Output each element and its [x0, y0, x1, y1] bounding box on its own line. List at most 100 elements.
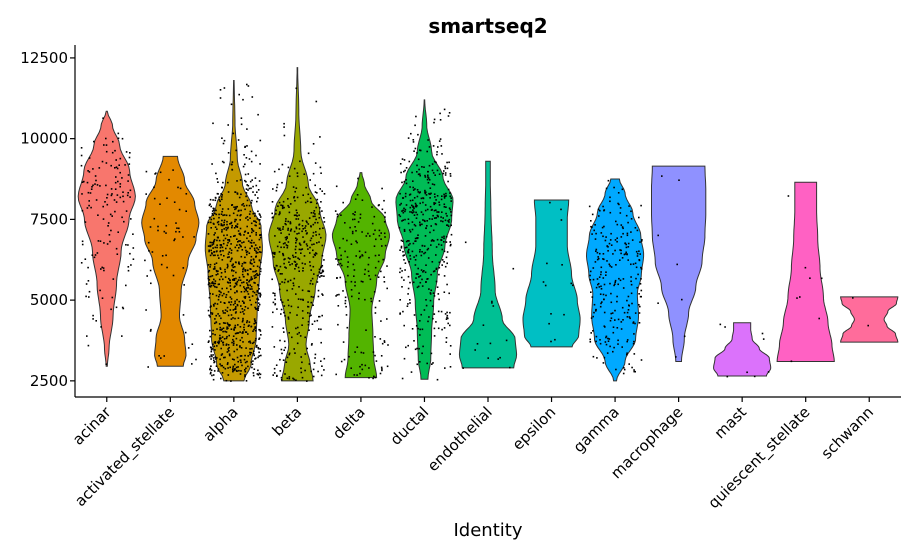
data-point-alpha	[228, 323, 230, 326]
data-point-ductal	[419, 174, 421, 177]
data-point-alpha	[224, 271, 226, 273]
data-point-gamma	[599, 293, 602, 295]
data-point-gamma	[639, 283, 642, 285]
data-point-acinar	[119, 196, 122, 199]
data-point-alpha	[222, 341, 225, 344]
data-point-alpha	[259, 246, 261, 248]
data-point-beta	[282, 242, 285, 245]
data-point-ductal	[430, 240, 433, 242]
data-point-ductal	[418, 347, 420, 350]
data-point-ductal	[412, 189, 415, 191]
data-point-acinar	[102, 218, 105, 220]
data-point-alpha	[215, 213, 218, 216]
data-point-beta	[297, 298, 300, 300]
data-point-acinar	[106, 203, 109, 206]
data-point-alpha	[229, 223, 231, 225]
data-point-alpha	[243, 358, 246, 361]
data-point-alpha	[234, 218, 236, 221]
data-point-delta	[340, 360, 343, 363]
data-point-alpha	[223, 214, 226, 216]
data-point-acinar	[95, 179, 97, 182]
data-point-alpha	[236, 356, 239, 359]
data-point-delta	[387, 344, 389, 346]
data-point-alpha	[227, 208, 230, 210]
data-point-gamma	[602, 277, 605, 279]
data-point-beta	[295, 245, 297, 248]
data-point-gamma	[603, 311, 606, 314]
data-point-alpha	[220, 223, 223, 225]
data-point-delta	[361, 231, 363, 233]
data-point-alpha	[250, 276, 253, 278]
data-point-alpha	[225, 229, 228, 231]
data-point-alpha	[208, 285, 211, 287]
violin-epsilon	[522, 199, 581, 348]
data-point-ductal	[407, 275, 410, 278]
data-point-alpha	[236, 304, 239, 307]
data-point-endothelial	[476, 343, 479, 345]
y-tick-label: 5000	[30, 291, 68, 309]
data-point-alpha	[221, 353, 224, 355]
data-point-ductal	[407, 244, 410, 246]
data-point-alpha	[216, 192, 219, 195]
data-point-acinar	[106, 243, 109, 245]
data-point-ductal	[427, 181, 430, 184]
data-point-alpha	[235, 282, 237, 285]
data-point-ductal	[426, 362, 428, 365]
data-point-beta	[302, 270, 304, 272]
x-tick-label-ductal: ductal	[387, 403, 433, 449]
data-point-beta	[294, 248, 297, 251]
data-point-delta	[375, 238, 377, 241]
data-point-ductal	[419, 251, 421, 253]
data-point-alpha	[253, 241, 255, 244]
data-point-beta	[322, 227, 324, 229]
data-point-alpha	[227, 348, 229, 350]
data-point-beta	[313, 362, 316, 364]
data-point-ductal	[440, 198, 443, 201]
data-point-gamma	[591, 226, 593, 229]
data-point-beta	[281, 301, 284, 304]
data-point-gamma	[614, 249, 616, 252]
data-point-ductal	[446, 251, 449, 253]
data-point-gamma	[635, 250, 638, 253]
data-point-ductal	[435, 254, 437, 256]
data-point-alpha	[255, 221, 257, 224]
data-point-acinar	[117, 231, 119, 233]
data-point-mast	[719, 323, 722, 326]
data-point-alpha	[245, 380, 248, 382]
data-point-beta	[287, 229, 289, 231]
data-point-acinar	[102, 205, 104, 208]
data-point-gamma	[630, 292, 633, 295]
data-point-alpha	[230, 243, 232, 245]
data-point-gamma	[608, 263, 611, 266]
data-point-ductal	[437, 310, 440, 313]
data-point-delta	[381, 368, 383, 370]
data-point-ductal	[432, 317, 434, 320]
data-point-beta	[274, 235, 276, 237]
data-point-ductal	[438, 261, 441, 264]
data-point-beta	[314, 353, 317, 356]
data-point-alpha	[214, 333, 216, 336]
data-point-alpha	[208, 269, 211, 272]
data-point-acinar	[121, 177, 123, 179]
data-point-alpha	[255, 308, 257, 310]
data-point-alpha	[243, 234, 245, 236]
data-point-alpha	[212, 378, 215, 381]
data-point-alpha	[244, 369, 246, 371]
data-point-alpha	[214, 318, 216, 320]
data-point-delta	[344, 250, 346, 253]
data-point-alpha	[260, 251, 262, 254]
data-point-alpha	[207, 309, 210, 312]
data-point-alpha	[249, 299, 251, 302]
data-point-beta	[275, 364, 278, 366]
data-point-beta	[294, 190, 296, 193]
data-point-alpha	[208, 275, 210, 278]
data-point-alpha	[227, 374, 230, 376]
data-point-alpha	[256, 344, 258, 347]
data-point-ductal	[409, 206, 412, 209]
data-point-alpha	[256, 200, 258, 203]
data-point-alpha	[239, 279, 242, 281]
data-point-gamma	[640, 289, 643, 292]
data-point-gamma	[617, 318, 620, 321]
data-point-mast	[746, 371, 748, 374]
